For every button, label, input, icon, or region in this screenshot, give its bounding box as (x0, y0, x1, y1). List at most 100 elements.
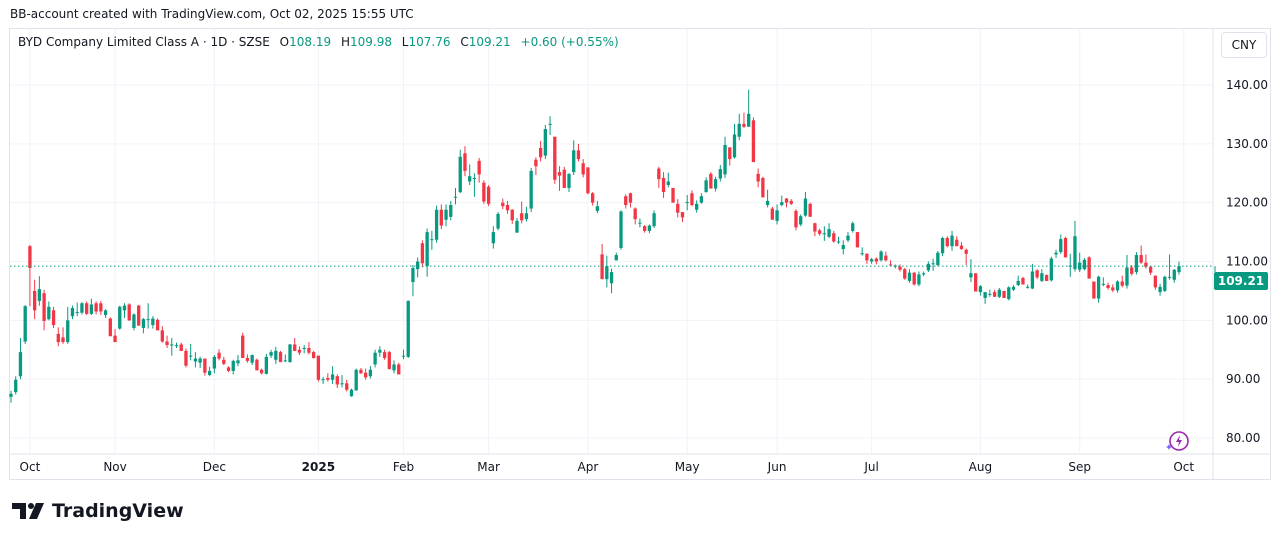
candle-body (501, 202, 505, 207)
candle-up (141, 317, 146, 334)
candle-down (680, 212, 685, 223)
candle-body (245, 357, 250, 361)
candle-body (23, 306, 27, 342)
candle-up (425, 228, 429, 277)
candle-down (32, 279, 37, 320)
candle-up (572, 140, 576, 176)
time-tick-label: May (675, 460, 700, 474)
candle-up (434, 205, 439, 243)
candle-up (330, 366, 335, 384)
candle-up (718, 165, 722, 182)
candle-down (259, 368, 264, 375)
candle-up (614, 252, 618, 261)
candle-body (624, 196, 628, 206)
candle-body (85, 303, 89, 314)
candle-body (1125, 267, 1129, 286)
candle-down (307, 342, 311, 355)
candle-body (510, 209, 514, 221)
candle-up (1078, 252, 1082, 273)
candle-up (207, 366, 212, 377)
candle-down (137, 305, 141, 326)
candle-up (378, 346, 382, 357)
candle-up (458, 149, 462, 194)
candle-up (406, 300, 410, 358)
candle-up (349, 388, 354, 397)
candle-body (1153, 275, 1158, 288)
candle-body (605, 266, 609, 280)
candle-down (657, 166, 661, 188)
candle-body (496, 213, 500, 229)
candle-body (255, 359, 259, 371)
candle-up (1134, 252, 1139, 275)
candle-body (1158, 286, 1162, 293)
price-tick-label: 120.00 (1226, 196, 1268, 210)
candle-body (349, 389, 354, 397)
candle-up (416, 257, 420, 278)
candle-up (23, 305, 27, 344)
candle-down (255, 358, 259, 371)
candle-body (444, 209, 448, 220)
time-tick-label: Sep (1068, 460, 1091, 474)
candle-body (879, 251, 883, 261)
candle-body (520, 213, 524, 221)
candle-body (472, 177, 477, 179)
tradingview-logo[interactable]: TradingView (12, 500, 184, 522)
candle-down (581, 159, 585, 178)
candle-down (226, 366, 231, 373)
candle-body (316, 355, 321, 380)
time-tick-label: Aug (969, 460, 992, 474)
candle-body (278, 352, 283, 363)
candle-body (368, 369, 373, 377)
candle-body (874, 258, 879, 262)
candle-up (619, 210, 623, 250)
candle-body (1172, 269, 1176, 280)
high-label: H (340, 35, 350, 49)
lightning-icon[interactable] (1166, 429, 1190, 457)
open-label: O (279, 35, 290, 49)
candle-body (231, 360, 235, 371)
price-tick-label: 80.00 (1226, 431, 1260, 445)
candle-up (543, 125, 548, 160)
candle-body (274, 350, 278, 360)
candle-body (1106, 285, 1110, 288)
candle-body (1092, 281, 1096, 299)
candle-body (813, 223, 817, 232)
candle-down (742, 112, 746, 128)
candle-up (401, 349, 406, 360)
candle-body (94, 303, 98, 312)
candle-up (151, 316, 155, 329)
candle-body (151, 318, 155, 326)
candle-body (146, 319, 150, 321)
symbol-legend[interactable]: BYD Company Limited Class A · 1D · SZSE … (18, 35, 619, 49)
candle-body (855, 232, 860, 248)
candle-up (1068, 253, 1072, 277)
candle-up (605, 255, 609, 288)
candle-body (434, 209, 439, 240)
currency-button[interactable]: CNY (1221, 32, 1267, 58)
open-value: 108.19 (289, 35, 332, 49)
candle-body (288, 344, 292, 363)
candle-up (118, 305, 122, 330)
candle-body (108, 318, 112, 337)
candle-up (609, 268, 614, 294)
candle-down (661, 172, 666, 198)
candle-body (695, 203, 699, 210)
candle-body (302, 347, 306, 349)
candle-up (1040, 269, 1044, 283)
candle-body (66, 320, 70, 343)
candle-down (676, 199, 680, 218)
candle-down (397, 362, 401, 375)
candle-body (47, 306, 51, 320)
candle-body (921, 273, 926, 275)
candle-body (524, 213, 529, 220)
candle-up (274, 346, 278, 364)
candle-down (1063, 236, 1068, 258)
candle-body (903, 269, 907, 279)
candle-body (283, 360, 287, 362)
candle-body (217, 352, 221, 359)
candle-body (940, 237, 945, 254)
candle-down (359, 367, 363, 374)
candle-body (89, 304, 94, 314)
candle-body (515, 220, 519, 233)
